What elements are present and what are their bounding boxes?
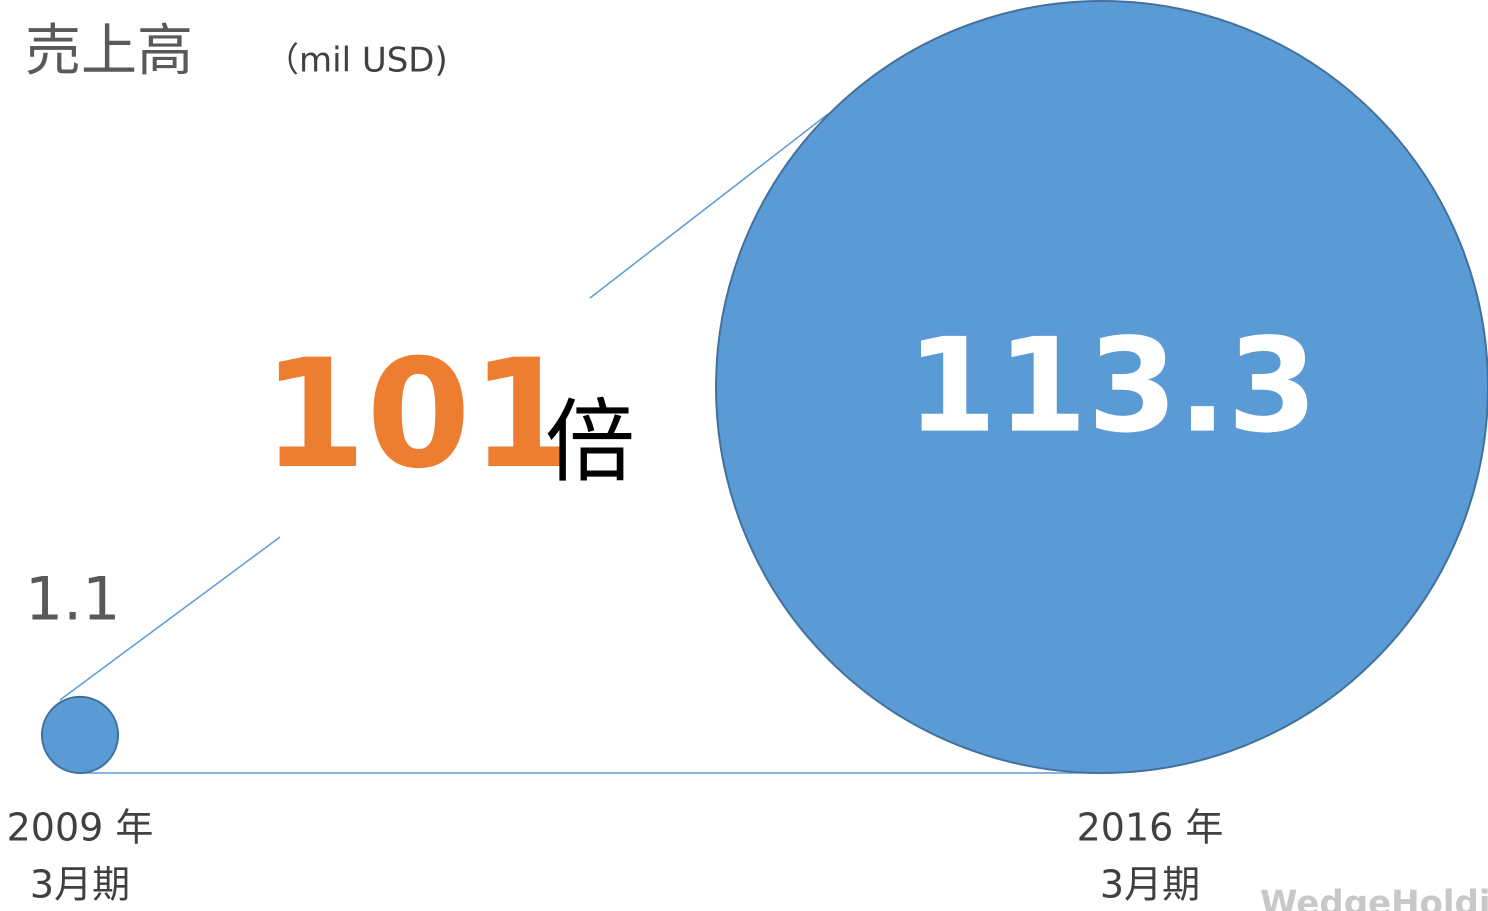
x-tick-label: 3月期 [30,863,130,907]
bubble [715,0,1488,774]
chart-title: 売上高 [25,19,193,84]
watermark: WedgeHoldings [1260,884,1488,911]
value-label: 113.3 [906,310,1317,462]
connector-line [59,536,281,701]
connector-line [589,113,829,299]
bubble [40,695,120,775]
x-tick-label: 2009 年 [7,806,154,850]
value-label: 1.1 [25,565,120,635]
marks [40,0,1488,775]
unit-label: （mil USD) [265,41,448,81]
multiplier-value: 101 [262,328,575,502]
multiplier-unit: 倍 [545,390,635,495]
x-tick-label: 3月期 [1100,863,1200,907]
x-tick-label: 2016 年 [1077,806,1224,850]
